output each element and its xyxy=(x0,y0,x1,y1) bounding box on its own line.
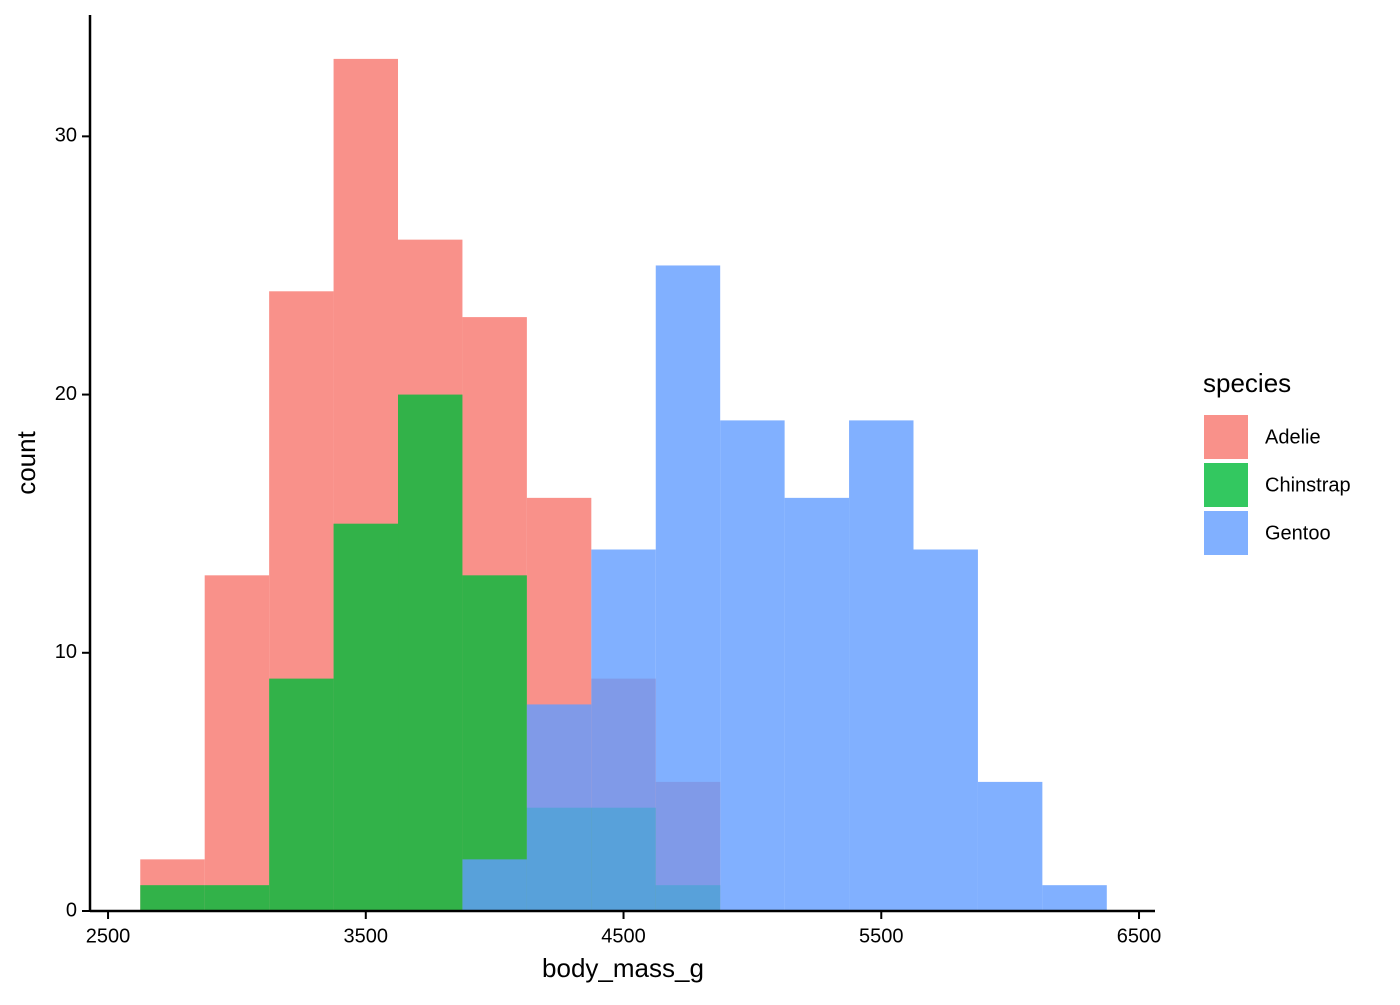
bar xyxy=(204,885,270,911)
legend-key xyxy=(1204,415,1248,459)
y-axis-title: count xyxy=(11,430,41,494)
x-tick-label: 4500 xyxy=(601,925,646,947)
bar xyxy=(784,497,850,911)
y-tick-label: 30 xyxy=(55,125,77,147)
bar xyxy=(398,394,463,911)
x-tick-label: 5500 xyxy=(859,925,904,947)
bar xyxy=(591,549,656,911)
legend-key xyxy=(1204,463,1248,507)
bar xyxy=(1042,885,1107,911)
y-tick-label: 10 xyxy=(55,641,77,663)
bar xyxy=(655,265,721,911)
legend-label: Chinstrap xyxy=(1265,474,1351,496)
x-tick-label: 6500 xyxy=(1117,925,1162,947)
bar xyxy=(204,575,270,911)
bar xyxy=(720,420,785,911)
bar xyxy=(913,549,978,911)
bar xyxy=(462,859,527,911)
y-tick-label: 20 xyxy=(55,383,77,405)
bar xyxy=(462,575,527,911)
bar xyxy=(977,781,1043,911)
legend-key xyxy=(1204,511,1248,555)
x-tick-label: 2500 xyxy=(86,925,131,947)
legend-label: Adelie xyxy=(1265,426,1321,448)
y-tick-label: 0 xyxy=(66,899,77,921)
bar xyxy=(269,678,334,911)
legend-title: species xyxy=(1203,368,1291,398)
x-axis-title: body_mass_g xyxy=(542,953,704,983)
bar xyxy=(333,523,399,911)
bar xyxy=(526,704,592,911)
legend-label: Gentoo xyxy=(1265,522,1331,544)
x-tick-label: 3500 xyxy=(344,925,389,947)
bar xyxy=(849,420,914,911)
bar xyxy=(140,885,205,911)
